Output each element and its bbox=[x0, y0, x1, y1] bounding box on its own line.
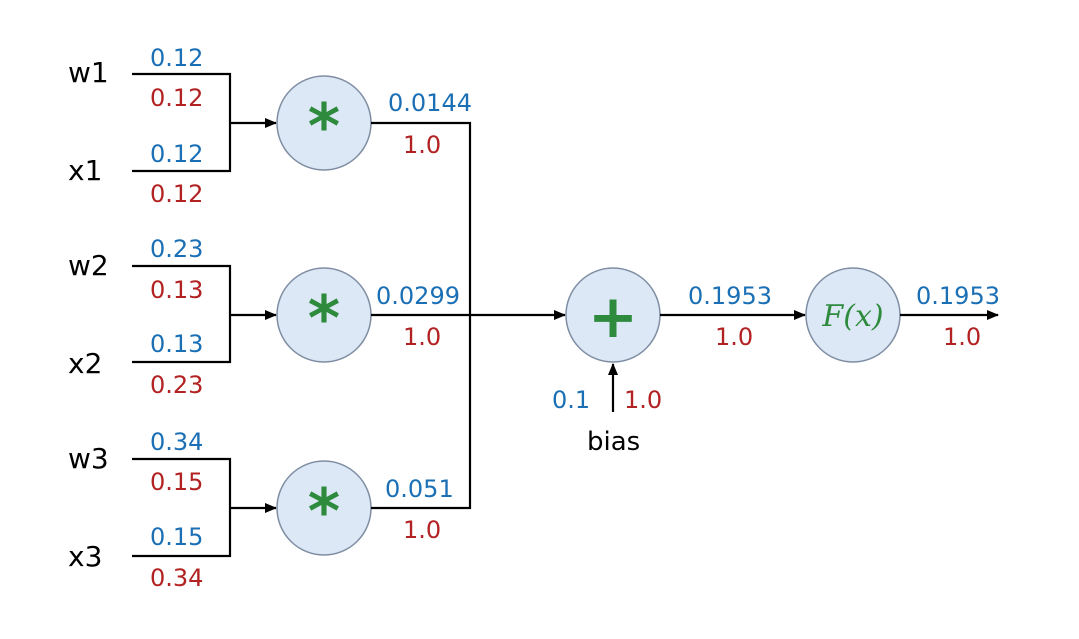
input-value-w3: 0.34 bbox=[150, 428, 203, 456]
input-value-x1: 0.12 bbox=[150, 140, 203, 168]
bias-grad: 1.0 bbox=[624, 386, 662, 414]
mul2-value: 0.0299 bbox=[376, 282, 460, 310]
input-label-w2: w2 bbox=[68, 249, 109, 282]
mul2-grad: 1.0 bbox=[403, 323, 441, 351]
add-symbol: + bbox=[588, 282, 638, 352]
add-value: 0.1953 bbox=[688, 282, 772, 310]
mul1-grad: 1.0 bbox=[403, 131, 441, 159]
multiply-symbol-3: * bbox=[308, 475, 340, 548]
input-value-w2: 0.23 bbox=[150, 235, 203, 263]
input-label-w3: w3 bbox=[68, 442, 109, 475]
input-label-w1: w1 bbox=[68, 56, 109, 89]
input-label-x3: x3 bbox=[68, 540, 102, 573]
input-grad-x2: 0.23 bbox=[150, 371, 203, 399]
input-value-x2: 0.13 bbox=[150, 330, 203, 358]
bias-label: bias bbox=[587, 427, 640, 457]
input-value-w1: 0.12 bbox=[150, 44, 203, 72]
multiply-symbol-2: * bbox=[308, 282, 340, 355]
activation-symbol: F(x) bbox=[821, 299, 883, 334]
bias-value: 0.1 bbox=[552, 386, 590, 414]
multiply-symbol-1: * bbox=[308, 90, 340, 163]
input-label-x2: x2 bbox=[68, 347, 102, 380]
add-grad: 1.0 bbox=[715, 323, 753, 351]
input-grad-w2: 0.13 bbox=[150, 276, 203, 304]
input-grad-w3: 0.15 bbox=[150, 468, 203, 496]
mul3-value: 0.051 bbox=[385, 475, 454, 503]
mul3-grad: 1.0 bbox=[403, 516, 441, 544]
activation-value: 0.1953 bbox=[916, 282, 1000, 310]
input-grad-x3: 0.34 bbox=[150, 564, 203, 592]
activation-grad: 1.0 bbox=[943, 323, 981, 351]
input-label-x1: x1 bbox=[68, 154, 102, 187]
input-grad-x1: 0.12 bbox=[150, 180, 203, 208]
input-grad-w1: 0.12 bbox=[150, 84, 203, 112]
input-value-x3: 0.15 bbox=[150, 523, 203, 551]
mul1-value: 0.0144 bbox=[388, 89, 472, 117]
